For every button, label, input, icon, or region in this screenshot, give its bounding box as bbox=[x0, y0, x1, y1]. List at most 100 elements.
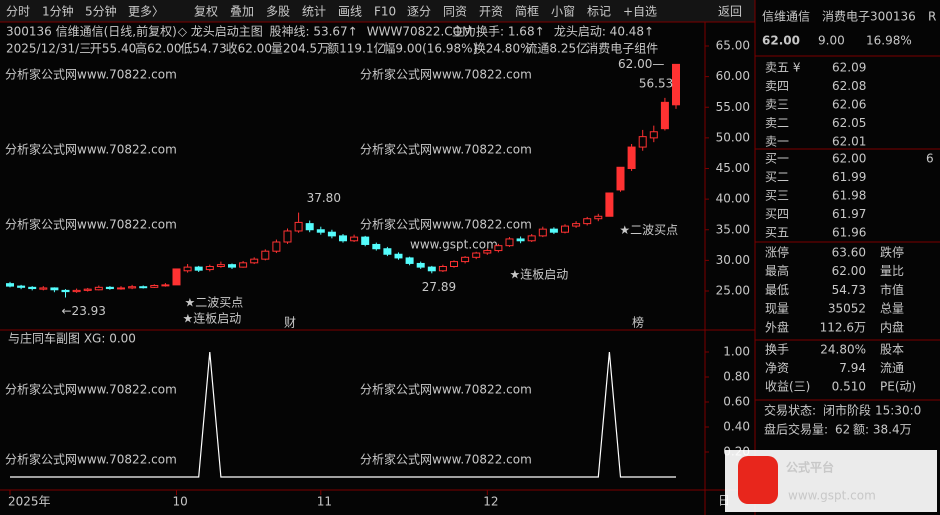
stat-label: 量比 bbox=[880, 264, 904, 278]
bid-volume: 6 bbox=[926, 152, 934, 166]
candle-body bbox=[372, 243, 381, 250]
info-text: 幅9.00(16.98%) bbox=[383, 41, 477, 56]
candle-body bbox=[561, 225, 569, 233]
candle-body bbox=[361, 236, 370, 245]
annotation: 62.00— bbox=[618, 57, 664, 71]
toolbar-button[interactable]: +自选 bbox=[623, 5, 657, 19]
toolbar-button[interactable]: 开资 bbox=[479, 5, 503, 19]
toolbar-button[interactable]: 标记 bbox=[587, 5, 611, 19]
candle-body bbox=[6, 283, 14, 287]
x-tick-label: 10 bbox=[173, 495, 188, 509]
change: 9.00 bbox=[818, 34, 845, 48]
candle-body bbox=[250, 258, 259, 264]
x-tick-label: 11 bbox=[317, 495, 332, 509]
candle-body bbox=[516, 238, 525, 242]
price: 62.00 bbox=[762, 34, 800, 48]
info-text: WWW70822.COM bbox=[367, 25, 473, 39]
toolbar-button[interactable]: 多股 bbox=[266, 5, 290, 19]
candle-body bbox=[205, 266, 214, 271]
toolbar-button[interactable]: 复权 bbox=[194, 5, 218, 19]
ask-price: 62.06 bbox=[832, 98, 866, 112]
candle-body bbox=[39, 287, 48, 290]
candle-body bbox=[150, 284, 159, 288]
toolbar-button[interactable]: 画线 bbox=[338, 5, 362, 19]
annotation: ★二波买点 bbox=[619, 223, 678, 237]
toolbar-button[interactable]: 5分钟 bbox=[85, 4, 117, 19]
toolbar-button[interactable]: 返回 bbox=[718, 5, 742, 19]
candle-body bbox=[616, 166, 625, 191]
toolbar-button[interactable]: F10 bbox=[374, 5, 396, 19]
candle-body bbox=[28, 286, 37, 290]
toolbar-button[interactable]: 叠加 bbox=[230, 5, 254, 19]
stat-value: 35052 bbox=[828, 302, 866, 316]
info-text: 开55.40 bbox=[90, 42, 136, 56]
candle-body bbox=[461, 256, 470, 263]
candle-body bbox=[638, 136, 647, 148]
info-text: ◇ 龙头启动主图 bbox=[178, 25, 263, 39]
candle-body bbox=[239, 262, 248, 268]
logo-name: 公式平台 bbox=[786, 460, 834, 475]
info-text: 主力换手: 1.68↑ bbox=[452, 25, 545, 39]
y-tick-label: 0.80 bbox=[723, 370, 750, 384]
toolbar-button[interactable]: 更多〉 bbox=[128, 5, 164, 19]
candle-body bbox=[327, 231, 336, 237]
y-tick-label: 0.40 bbox=[723, 420, 750, 434]
stat-value: 63.60 bbox=[832, 246, 866, 260]
watermark: 分析家公式网www.70822.com bbox=[360, 217, 532, 232]
candle-body bbox=[128, 286, 137, 289]
candle-body bbox=[216, 264, 225, 268]
candle-body bbox=[383, 248, 392, 255]
candle-body bbox=[83, 288, 92, 291]
watermark: 分析家公式网www.70822.com bbox=[5, 67, 177, 82]
annotation: ★连板启动 bbox=[510, 266, 569, 281]
ask-price: 62.09 bbox=[832, 61, 866, 75]
toolbar-button[interactable]: 1分钟 bbox=[42, 4, 74, 19]
candle-body bbox=[472, 252, 481, 258]
candle-body bbox=[494, 245, 503, 252]
toolbar-button[interactable]: 分时 bbox=[6, 5, 30, 19]
candle-body bbox=[72, 289, 81, 293]
x-tick-label: 2025年 bbox=[8, 495, 51, 509]
candle-body bbox=[117, 287, 125, 290]
y-tick-label: 50.00 bbox=[716, 130, 750, 144]
stat-value: 62.00 bbox=[832, 264, 866, 278]
candle-body bbox=[17, 285, 26, 288]
bid-price: 61.99 bbox=[832, 170, 866, 184]
toolbar-button[interactable]: 同资 bbox=[443, 5, 467, 19]
y-tick-label: 40.00 bbox=[716, 192, 750, 206]
event-marker: 财 bbox=[284, 316, 296, 330]
candle-body bbox=[294, 221, 303, 232]
candle-body bbox=[627, 146, 636, 169]
stat-label: 最高 bbox=[765, 263, 789, 278]
candle-body bbox=[594, 215, 603, 220]
toolbar-button[interactable]: 逐分 bbox=[407, 5, 431, 19]
bid-label: 买一 bbox=[765, 152, 789, 166]
ask-price: 62.05 bbox=[832, 116, 866, 130]
stat-label: 净资 bbox=[765, 361, 789, 375]
x-tick-label: 12 bbox=[483, 495, 498, 509]
event-marker: 榜 bbox=[632, 315, 644, 330]
toolbar-button[interactable]: 简框 bbox=[515, 5, 539, 19]
candle-body bbox=[405, 257, 414, 264]
stat-value: 7.94 bbox=[839, 361, 866, 375]
bid-price: 62.00 bbox=[832, 152, 866, 166]
y-tick-label: 1.00 bbox=[723, 345, 750, 359]
watermark: 分析家公式网www.70822.com bbox=[5, 142, 177, 157]
ask-label: 卖一 bbox=[765, 135, 789, 149]
candle-body bbox=[549, 228, 558, 233]
annotation: 56.53 bbox=[639, 76, 673, 90]
toolbar-bg bbox=[0, 0, 755, 22]
watermark: 分析家公式网www.70822.com bbox=[5, 217, 177, 232]
candle-body bbox=[139, 286, 148, 289]
candle-body bbox=[660, 101, 669, 130]
candle-body bbox=[350, 236, 359, 242]
y-tick-label: 25.00 bbox=[716, 284, 750, 298]
candle-body bbox=[416, 262, 425, 268]
bid-price: 61.96 bbox=[832, 226, 866, 240]
candle-body bbox=[450, 261, 458, 268]
info-text: 低54.73 bbox=[180, 42, 226, 56]
toolbar-button[interactable]: 小窗 bbox=[551, 5, 575, 19]
toolbar-button[interactable]: 统计 bbox=[302, 5, 326, 19]
